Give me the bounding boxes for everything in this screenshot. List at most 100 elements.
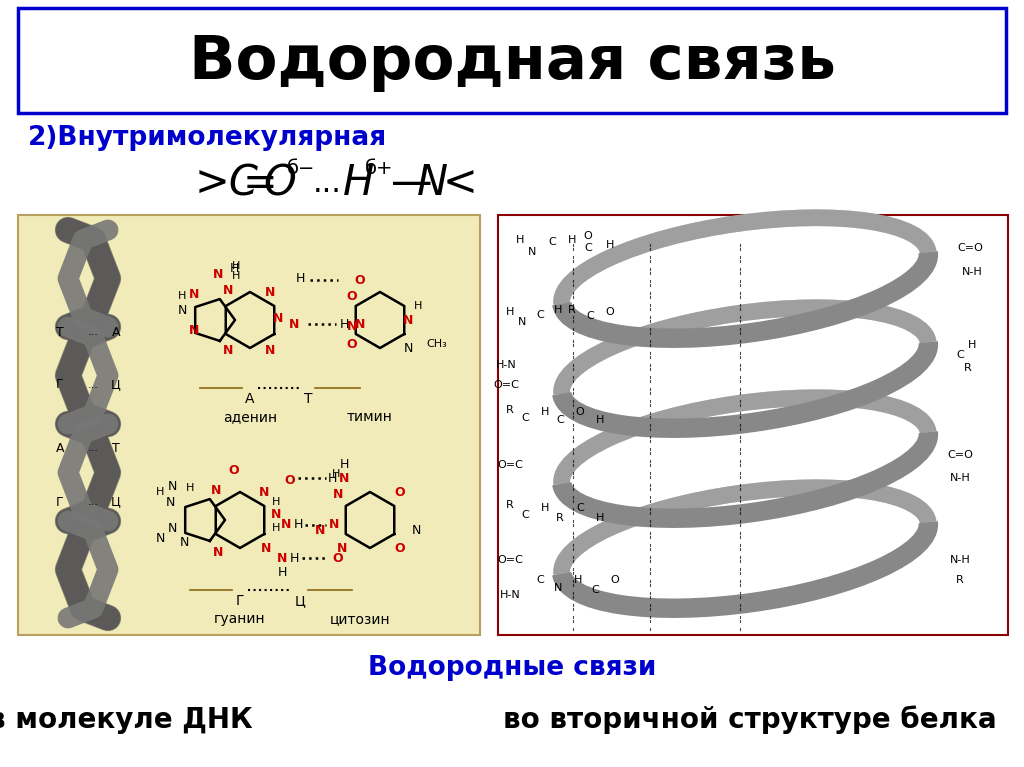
- Text: б−: б−: [287, 160, 315, 179]
- Text: N: N: [179, 535, 188, 548]
- Text: б+: б+: [365, 160, 393, 179]
- Text: Т: Т: [112, 442, 120, 455]
- Text: CH₃: CH₃: [426, 339, 446, 349]
- Text: N: N: [265, 344, 275, 357]
- Text: Т: Т: [304, 392, 312, 406]
- Text: N: N: [167, 522, 177, 535]
- Text: C: C: [577, 503, 584, 513]
- Text: H: H: [968, 340, 976, 350]
- Text: H: H: [295, 272, 305, 285]
- Text: <: <: [443, 162, 478, 204]
- Text: H: H: [185, 483, 195, 493]
- Text: N: N: [417, 162, 449, 204]
- Text: ...: ...: [88, 497, 98, 507]
- Text: А: А: [246, 392, 255, 406]
- Text: C: C: [521, 510, 528, 520]
- Text: O: O: [285, 473, 295, 486]
- Text: N: N: [554, 583, 562, 593]
- Text: N: N: [223, 344, 233, 357]
- Text: H: H: [156, 487, 164, 497]
- Text: H: H: [271, 523, 281, 533]
- Text: O=C: O=C: [494, 380, 519, 390]
- Text: H: H: [516, 235, 524, 245]
- Text: ...: ...: [88, 443, 98, 453]
- Text: H-N: H-N: [496, 360, 516, 370]
- Text: Ц: Ц: [112, 495, 121, 509]
- Text: ...: ...: [313, 169, 342, 197]
- Text: O: O: [347, 337, 357, 351]
- Text: 2)Внутримолекулярная: 2)Внутримолекулярная: [28, 125, 387, 151]
- Text: А: А: [55, 442, 65, 455]
- Text: H-N: H-N: [500, 590, 520, 600]
- Text: C: C: [537, 575, 544, 585]
- Bar: [18, 215, 480, 635]
- Text: цитозин: цитозин: [330, 612, 390, 626]
- Text: N: N: [339, 472, 349, 485]
- Text: N: N: [265, 285, 275, 298]
- Text: H: H: [568, 235, 577, 245]
- Text: =: =: [243, 162, 278, 204]
- Bar: [18, 8, 1006, 113]
- Text: O: O: [575, 407, 585, 417]
- Text: H: H: [541, 407, 549, 417]
- Text: O: O: [347, 289, 357, 302]
- Text: O=C: O=C: [497, 555, 523, 565]
- Text: R: R: [965, 363, 972, 373]
- Text: O: O: [394, 486, 406, 499]
- Text: O: O: [263, 162, 296, 204]
- Text: C=O: C=O: [957, 243, 983, 253]
- Text: N: N: [188, 324, 200, 337]
- Text: H: H: [554, 305, 562, 315]
- Text: Г: Г: [56, 378, 63, 391]
- Text: H: H: [229, 262, 239, 275]
- Text: H: H: [290, 551, 299, 565]
- Text: N: N: [213, 268, 223, 281]
- Text: N: N: [347, 320, 357, 333]
- Text: N: N: [518, 317, 526, 327]
- Text: H: H: [414, 301, 422, 311]
- Text: Ц: Ц: [112, 378, 121, 391]
- Text: O: O: [584, 231, 592, 241]
- Text: N: N: [314, 524, 326, 536]
- Text: N: N: [270, 508, 282, 521]
- Text: O: O: [610, 575, 620, 585]
- Text: N: N: [412, 524, 421, 536]
- Text: H: H: [339, 318, 349, 331]
- Text: C=O: C=O: [947, 450, 973, 460]
- Text: Г: Г: [236, 594, 244, 608]
- Text: N: N: [156, 532, 165, 545]
- Text: N: N: [337, 542, 347, 555]
- Text: Ц: Ц: [295, 594, 305, 608]
- Text: C: C: [521, 413, 528, 423]
- Text: H: H: [293, 518, 303, 532]
- Text: C: C: [956, 350, 964, 360]
- Text: в молекуле ДНК: в молекуле ДНК: [0, 706, 252, 734]
- Text: O=C: O=C: [497, 460, 523, 470]
- Text: N: N: [527, 247, 537, 257]
- Text: H: H: [343, 162, 374, 204]
- Text: H: H: [596, 513, 604, 523]
- Text: N: N: [188, 288, 200, 301]
- Text: C: C: [586, 311, 594, 321]
- Text: N: N: [333, 488, 343, 501]
- Text: N: N: [354, 318, 366, 331]
- Text: N: N: [211, 483, 221, 496]
- Text: гуанин: гуанин: [214, 612, 266, 626]
- Text: H: H: [596, 415, 604, 425]
- Text: R: R: [506, 405, 514, 415]
- Text: H: H: [606, 240, 614, 250]
- Text: N-H: N-H: [949, 555, 971, 565]
- Text: N: N: [165, 495, 175, 509]
- Text: H: H: [332, 469, 340, 479]
- Text: >C: >C: [195, 162, 259, 204]
- Text: N: N: [223, 284, 233, 297]
- Text: N: N: [329, 518, 339, 532]
- Text: —: —: [391, 162, 432, 204]
- Text: O: O: [228, 463, 240, 476]
- Text: R: R: [956, 575, 964, 585]
- Text: O: O: [333, 551, 343, 565]
- Text: N: N: [261, 542, 271, 555]
- Text: Водородная связь: Водородная связь: [188, 32, 836, 91]
- Text: C: C: [537, 310, 544, 320]
- Text: H: H: [278, 565, 287, 578]
